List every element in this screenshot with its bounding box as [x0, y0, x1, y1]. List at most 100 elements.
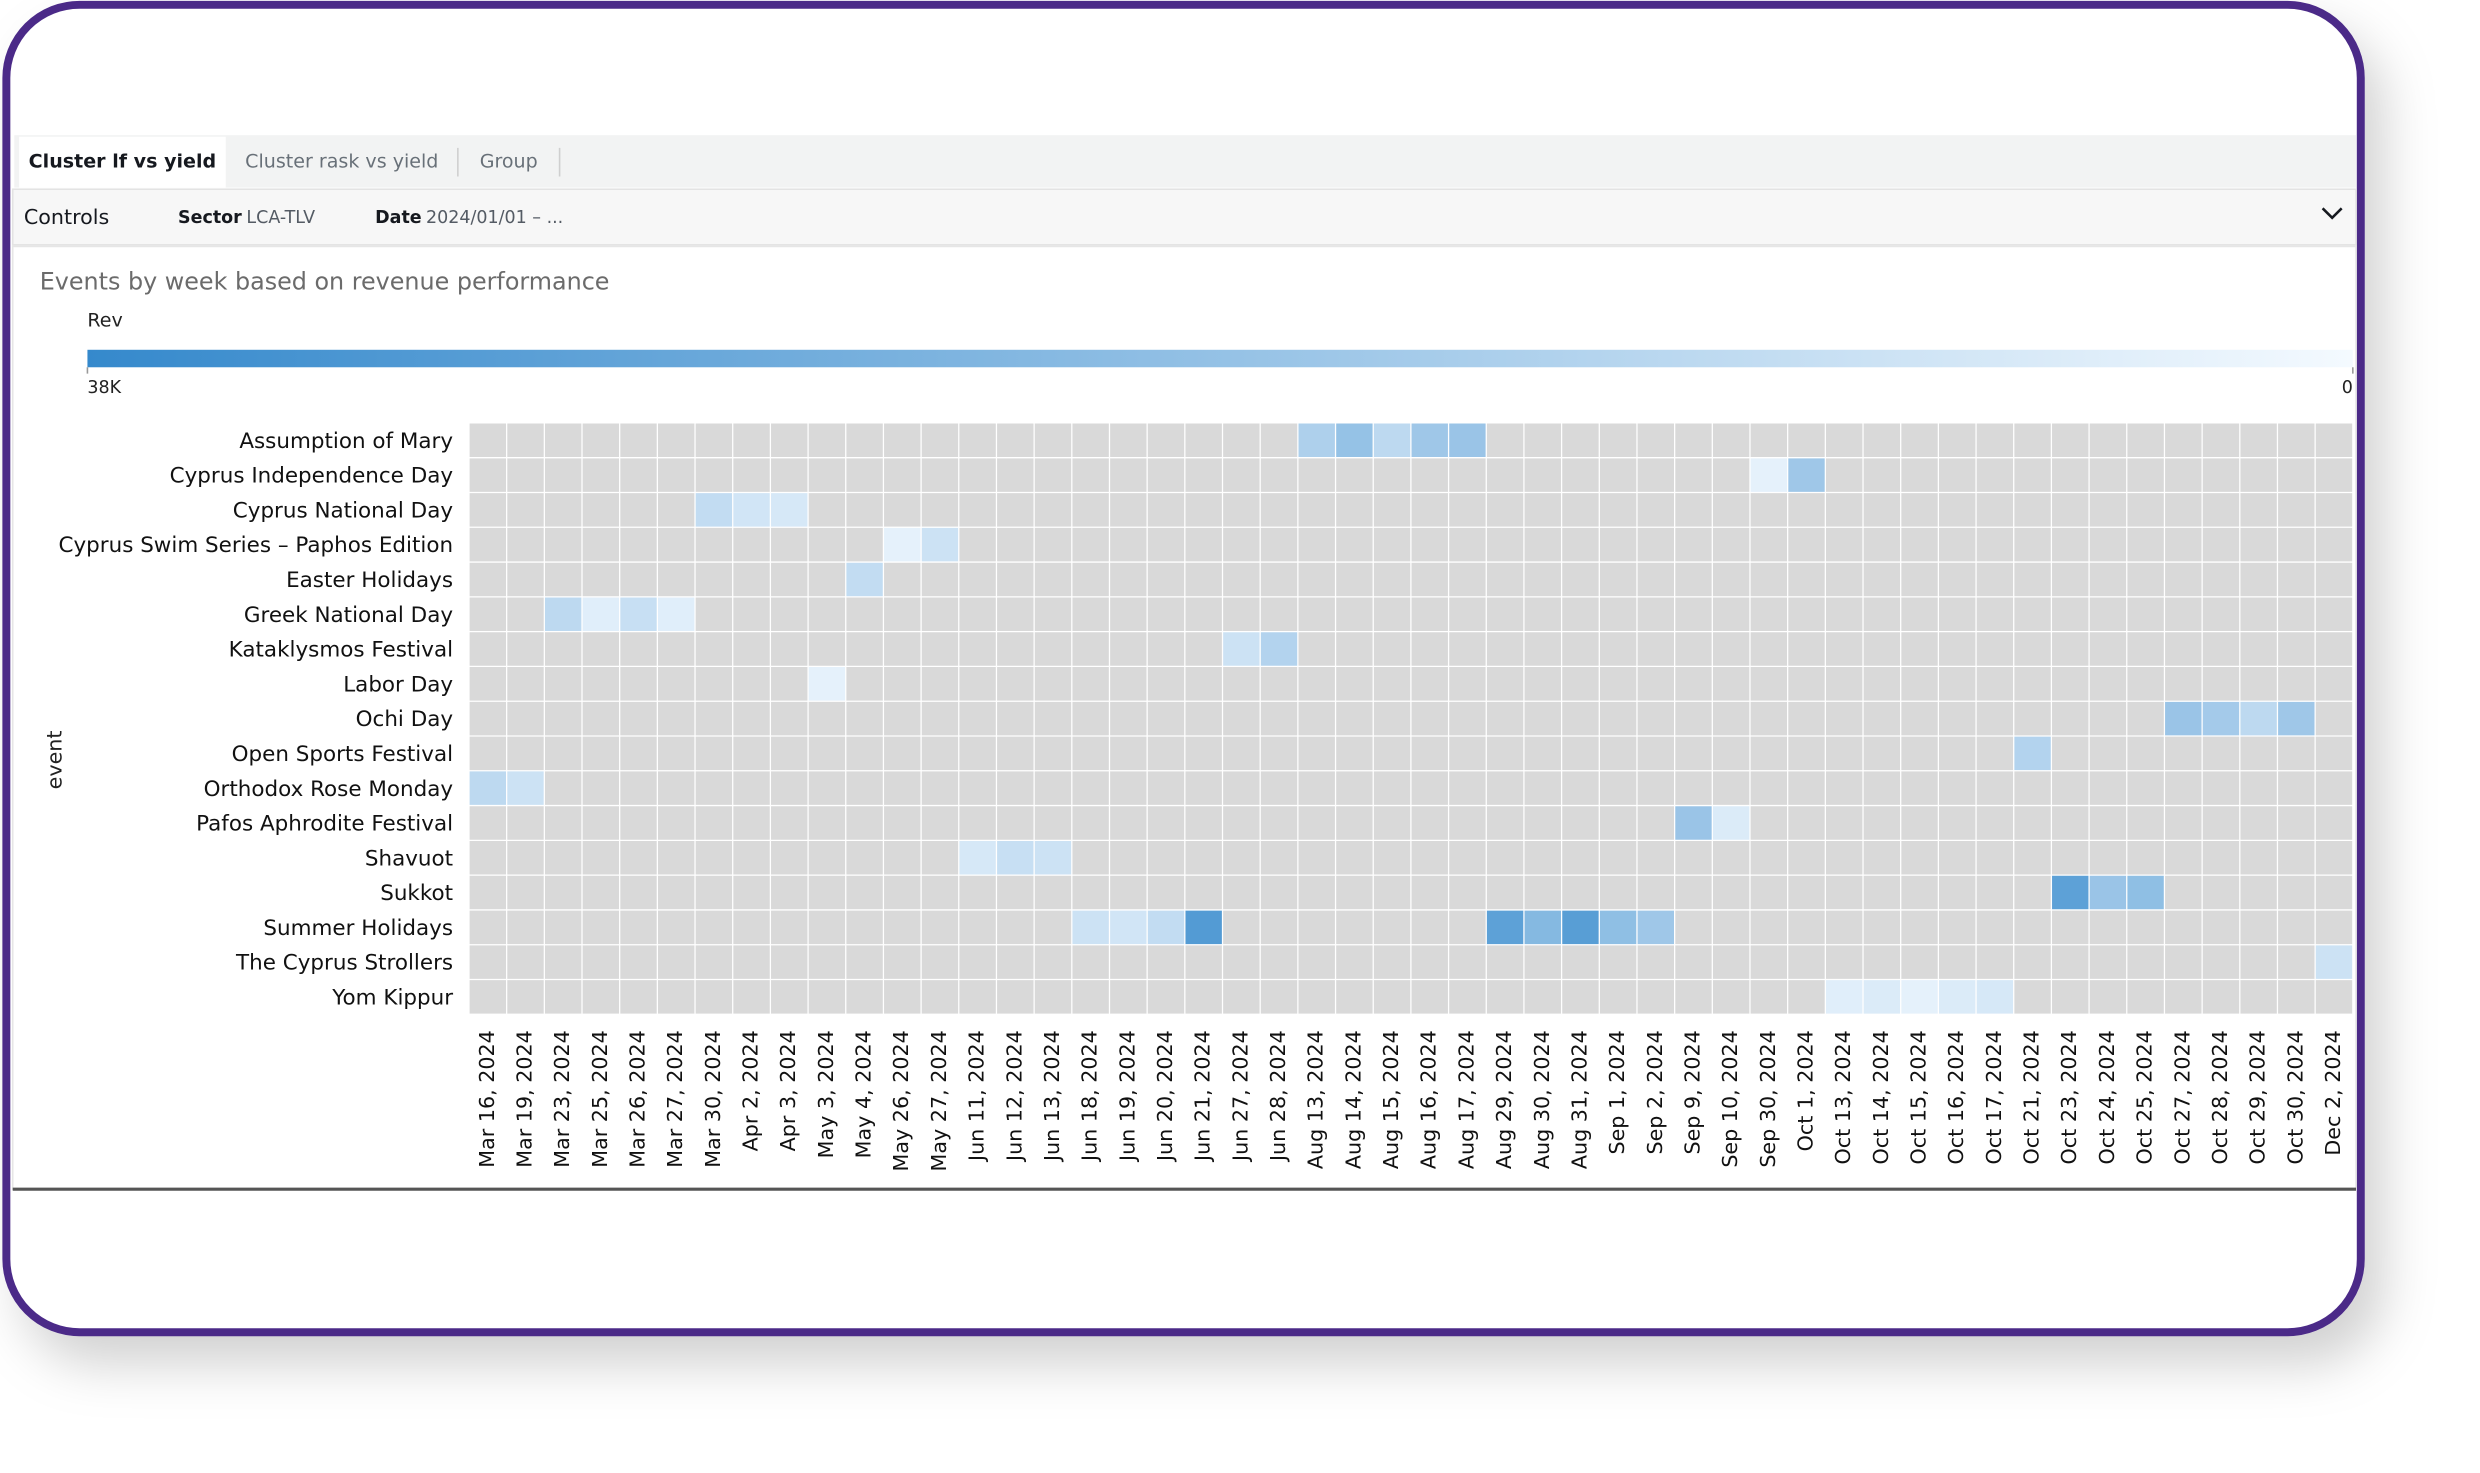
x-tick-label: Mar 19, 2024	[512, 1030, 536, 1168]
x-tick-label: May 26, 2024	[889, 1030, 913, 1171]
heat-cell	[506, 770, 545, 806]
heat-cell	[1523, 909, 1562, 945]
y-tick-label: Yom Kippur	[331, 985, 453, 1010]
y-tick-label: Cyprus Independence Day	[170, 464, 454, 489]
heat-cell	[1712, 805, 1750, 841]
x-tick-label: Oct 1, 2024	[1794, 1030, 1818, 1151]
control-value[interactable]: 2024/01/01 – ...	[426, 208, 563, 228]
x-tick-label: Oct 29, 2024	[2246, 1030, 2270, 1164]
legend-title: Rev	[87, 310, 122, 332]
y-tick-label: The Cyprus Strollers	[235, 951, 453, 976]
control-label: Sector	[178, 208, 242, 228]
heat-cell	[1561, 909, 1600, 945]
heat-cell	[544, 596, 583, 632]
x-tick-label: Aug 30, 2024	[1530, 1030, 1554, 1169]
y-tick-label: Cyprus Swim Series – Paphos Edition	[58, 533, 453, 558]
x-tick-label: Oct 21, 2024	[2020, 1030, 2044, 1164]
y-tick-label: Greek National Day	[244, 603, 453, 628]
tab[interactable]: Group	[480, 151, 538, 173]
x-tick-label: Oct 16, 2024	[1944, 1030, 1968, 1164]
heat-cell	[808, 666, 846, 702]
y-axis-label: event	[43, 731, 67, 790]
x-tick-label: Jun 13, 2024	[1040, 1030, 1064, 1163]
heat-cell	[1448, 422, 1487, 458]
x-tick-label: Apr 2, 2024	[739, 1030, 763, 1151]
heat-cell	[2202, 701, 2240, 736]
heat-cell	[1674, 805, 1713, 841]
heat-cell	[732, 492, 771, 528]
controls-title[interactable]: Controls	[24, 205, 109, 229]
x-tick-label: Jun 21, 2024	[1191, 1030, 1215, 1163]
heat-cell	[921, 527, 959, 563]
x-tick-label: Oct 25, 2024	[2133, 1030, 2157, 1164]
x-tick-label: Jun 12, 2024	[1002, 1030, 1026, 1163]
heat-cell	[1636, 909, 1675, 945]
x-tick-label: Oct 23, 2024	[2057, 1030, 2081, 1164]
y-tick-label: Summer Holidays	[263, 916, 453, 941]
x-tick-label: Mar 27, 2024	[663, 1030, 687, 1168]
x-tick-label: Mar 30, 2024	[701, 1030, 725, 1168]
x-tick-label: Aug 16, 2024	[1417, 1030, 1441, 1169]
colorbar	[87, 349, 2353, 368]
y-tick-label: Ochi Day	[356, 707, 454, 732]
heat-cell	[845, 562, 884, 597]
expand-chevron[interactable]	[2321, 207, 2343, 220]
x-tick-label: Jun 28, 2024	[1266, 1030, 1290, 1163]
x-tick-label: Aug 29, 2024	[1492, 1030, 1516, 1169]
heat-cell	[2089, 875, 2127, 910]
x-tick-label: Jun 19, 2024	[1115, 1030, 1139, 1163]
heat-cell	[1863, 979, 1901, 1015]
y-tick-label: Orthodox Rose Monday	[204, 777, 454, 802]
heat-cell	[1938, 979, 1977, 1015]
heat-cell	[1184, 909, 1223, 945]
tab-bar	[14, 135, 2357, 188]
heat-cell	[1109, 909, 1148, 945]
x-tick-label: Apr 3, 2024	[776, 1030, 800, 1151]
colorbar-tick-label: 38K	[87, 378, 121, 398]
heat-cell	[996, 840, 1035, 876]
heat-cell	[1900, 979, 1939, 1015]
x-tick-label: Jun 11, 2024	[965, 1030, 989, 1163]
x-tick-label: Mar 25, 2024	[588, 1030, 612, 1168]
x-tick-label: Oct 27, 2024	[2170, 1030, 2194, 1164]
y-tick-label: Cyprus National Day	[233, 498, 454, 523]
tab[interactable]: Cluster rask vs yield	[245, 151, 438, 173]
heat-cell	[1147, 909, 1185, 945]
y-tick-label: Easter Holidays	[286, 568, 453, 593]
x-tick-label: May 4, 2024	[852, 1030, 876, 1158]
x-tick-label: Jun 18, 2024	[1078, 1030, 1102, 1163]
control-value[interactable]: LCA-TLV	[246, 208, 315, 228]
x-tick-label: Oct 24, 2024	[2095, 1030, 2119, 1164]
x-tick-label: Sep 30, 2024	[1756, 1030, 1780, 1167]
heat-cell	[1787, 457, 1826, 493]
x-tick-label: Oct 15, 2024	[1907, 1030, 1931, 1164]
heat-cell	[2013, 735, 2052, 771]
heat-cell	[2164, 701, 2203, 736]
heat-cell	[1373, 422, 1411, 458]
x-tick-label: Aug 17, 2024	[1454, 1030, 1478, 1169]
x-tick-label: Oct 14, 2024	[1869, 1030, 1893, 1164]
x-tick-label: Sep 2, 2024	[1643, 1030, 1667, 1154]
heat-cell	[2315, 944, 2353, 980]
x-tick-label: Sep 9, 2024	[1680, 1030, 1704, 1154]
heat-cell	[695, 492, 733, 528]
y-tick-label: Pafos Aphrodite Festival	[196, 812, 453, 837]
tab[interactable]: Cluster lf vs yield	[29, 151, 216, 173]
x-tick-label: Oct 13, 2024	[1831, 1030, 1855, 1164]
x-tick-label: Oct 17, 2024	[1982, 1030, 2006, 1164]
x-tick-label: Jun 27, 2024	[1228, 1030, 1252, 1163]
heat-cell	[1976, 979, 2014, 1015]
x-tick-label: Oct 30, 2024	[2283, 1030, 2307, 1164]
heat-cell	[1335, 422, 1374, 458]
x-tick-label: Jun 20, 2024	[1153, 1030, 1177, 1163]
heat-cell	[2239, 701, 2278, 736]
x-tick-label: Aug 13, 2024	[1304, 1030, 1328, 1169]
heat-cell	[1034, 840, 1072, 876]
x-tick-label: Sep 1, 2024	[1605, 1030, 1629, 1154]
control-label: Date	[375, 208, 421, 228]
x-tick-label: Mar 23, 2024	[550, 1030, 574, 1168]
x-tick-label: Mar 26, 2024	[626, 1030, 650, 1168]
heat-cell	[657, 596, 696, 632]
